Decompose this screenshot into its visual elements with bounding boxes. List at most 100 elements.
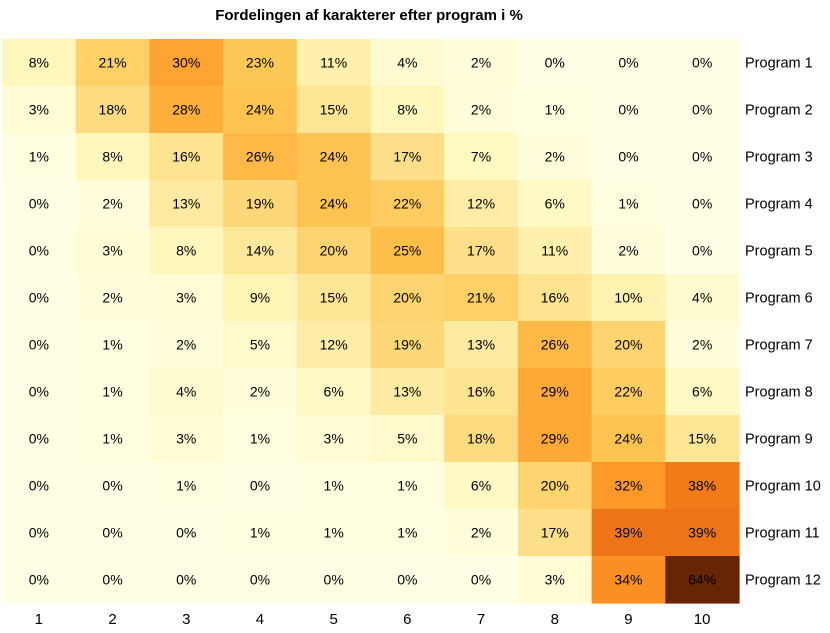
cell-value: 0: [324, 572, 332, 588]
row-label: Program 12: [745, 573, 821, 589]
cell-value-suffix: %: [37, 431, 49, 447]
cell-value-suffix: %: [405, 572, 417, 588]
heatmap-cell: [296, 86, 372, 134]
heatmap-cell: [2, 415, 77, 463]
heatmap-cell: [149, 86, 224, 134]
cell-value: 0: [692, 55, 700, 71]
cell-value-suffix: %: [110, 243, 122, 259]
cell-value-suffix: %: [184, 525, 196, 541]
cell-value-label: 3%: [102, 243, 122, 259]
heatmap-cell: [591, 274, 666, 322]
cell-value-label: 4%: [176, 384, 196, 400]
heatmap-cell: [296, 227, 372, 275]
cell-value-suffix: %: [335, 149, 347, 165]
cell-value-label: 30%: [172, 55, 200, 71]
heatmap-cell: [149, 39, 224, 87]
heatmap-cell: [75, 509, 150, 557]
heatmap-cell: [665, 368, 740, 416]
cell-value-suffix: %: [700, 290, 712, 306]
cell-value: 2: [102, 196, 110, 212]
row-label: Program 5: [745, 244, 813, 260]
column-label: 10: [694, 611, 711, 628]
cell-value: 12: [320, 337, 336, 353]
cell-value: 1: [102, 431, 110, 447]
cell-value-label: 1%: [618, 196, 638, 212]
cell-value-label: 2%: [471, 525, 491, 541]
heatmap-cell: [223, 509, 298, 557]
cell-value-label: 1%: [102, 337, 122, 353]
heatmap-cell: [223, 321, 298, 369]
cell-value: 10: [614, 290, 630, 306]
cell-value-label: 39%: [614, 525, 642, 541]
cell-value-suffix: %: [409, 243, 421, 259]
cell-value: 24: [320, 149, 336, 165]
cell-value: 64: [688, 572, 704, 588]
cell-value: 0: [29, 337, 37, 353]
cell-value: 0: [692, 196, 700, 212]
cell-value-suffix: %: [262, 102, 274, 118]
cell-value: 0: [545, 55, 553, 71]
cell-value-suffix: %: [704, 431, 716, 447]
heatmap-cell: [2, 509, 77, 557]
cell-value-suffix: %: [479, 525, 491, 541]
cell-value-suffix: %: [184, 478, 196, 494]
heatmap-cell: [591, 321, 666, 369]
cell-value: 0: [102, 478, 110, 494]
heatmap-cell: [2, 227, 77, 275]
heatmap-cell: [223, 133, 298, 181]
heatmap-cell: [296, 462, 372, 510]
cell-value: 8: [176, 243, 184, 259]
heatmap-cell: [75, 180, 150, 228]
heatmap-cell: [2, 368, 77, 416]
cell-value-suffix: %: [335, 55, 347, 71]
heatmap-cell: [223, 180, 298, 228]
heatmap-cell: [444, 415, 519, 463]
heatmap-cells: 8% 21% 30% 23% 11% 4% 2% 0% 0% 0%3% 18% 28% 24% 15% 8%…: [2, 39, 740, 604]
cell-value-suffix: %: [258, 478, 270, 494]
cell-value-suffix: %: [405, 55, 417, 71]
cell-value-suffix: %: [262, 243, 274, 259]
cell-value: 0: [176, 572, 184, 588]
cell-value-label: 1%: [545, 102, 565, 118]
cell-value: 0: [176, 525, 184, 541]
cell-value: 28: [172, 102, 188, 118]
chart-title: Fordelingen af karakterer efter program …: [215, 7, 523, 24]
cell-value-label: 0%: [692, 102, 712, 118]
cell-value-label: 14%: [246, 243, 274, 259]
cell-value-suffix: %: [409, 149, 421, 165]
heatmap-cell: [444, 274, 519, 322]
cell-value: 26: [246, 149, 262, 165]
cell-value-suffix: %: [704, 478, 716, 494]
cell-value: 29: [541, 431, 557, 447]
cell-value: 0: [29, 243, 37, 259]
cell-value-suffix: %: [626, 55, 638, 71]
heatmap-cell: [517, 368, 593, 416]
cell-value: 12: [467, 196, 483, 212]
cell-value: 13: [467, 337, 483, 353]
cell-value-label: 22%: [393, 196, 421, 212]
cell-value-label: 0%: [102, 572, 122, 588]
cell-value-suffix: %: [331, 478, 343, 494]
cell-value: 0: [250, 572, 258, 588]
cell-value-label: 0%: [397, 572, 417, 588]
cell-value-suffix: %: [335, 337, 347, 353]
heatmap-cell: [2, 321, 77, 369]
cell-value-label: 11%: [541, 243, 568, 259]
cell-value: 18: [467, 431, 483, 447]
cell-value-label: 2%: [692, 337, 712, 353]
cell-value-suffix: %: [331, 384, 343, 400]
heatmap-cell: [75, 415, 150, 463]
cell-value-label: 0%: [29, 337, 49, 353]
heatmap-cell: [517, 180, 593, 228]
heatmap-cell: [444, 227, 519, 275]
heatmap-cell: [591, 556, 666, 604]
cell-value: 0: [692, 102, 700, 118]
cell-value: 1: [102, 384, 110, 400]
cell-value-label: 0%: [692, 243, 712, 259]
cell-value-label: 1%: [29, 149, 49, 165]
cell-value-label: 3%: [324, 431, 344, 447]
cell-value-suffix: %: [700, 102, 712, 118]
row-label: Program 4: [745, 197, 813, 213]
cell-value-label: 64%: [688, 572, 716, 588]
cell-value-suffix: %: [188, 102, 200, 118]
